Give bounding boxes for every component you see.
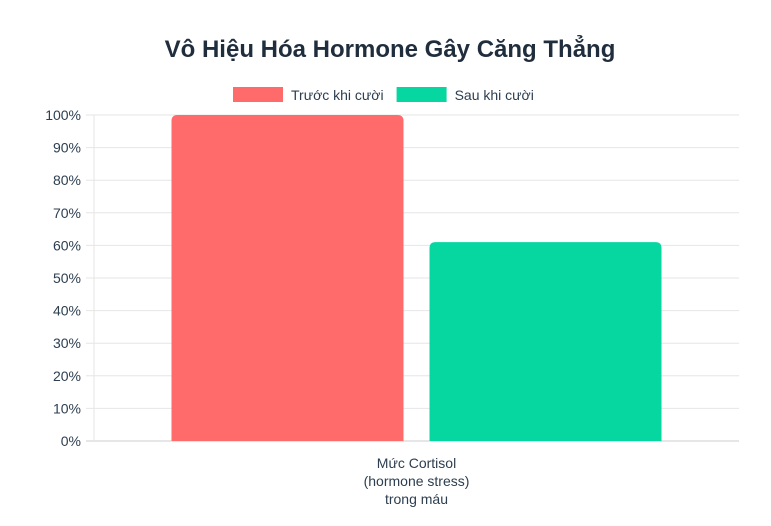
y-tick-label: 80% [53, 172, 81, 188]
legend-swatch [233, 87, 283, 102]
y-tick-label: 40% [53, 303, 81, 319]
legend-label[interactable]: Trước khi cười [291, 87, 384, 103]
bars [171, 115, 662, 441]
y-tick-label: 50% [53, 270, 81, 286]
legend-swatch [396, 87, 447, 102]
y-tick-label: 20% [53, 368, 81, 384]
x-tick-label: Mức Cortisol [377, 455, 456, 471]
y-tick-label: 30% [53, 335, 81, 351]
x-axis-labels: Mức Cortisol (hormone stress) trong máu [364, 455, 470, 507]
y-tick-label: 70% [53, 205, 81, 221]
bar-1 [429, 242, 662, 441]
x-tick-label: trong máu [385, 491, 448, 507]
y-tick-label: 0% [61, 433, 81, 449]
legend-label[interactable]: Sau khi cười [455, 87, 534, 103]
x-tick-label: (hormone stress) [364, 473, 470, 489]
y-tick-label: 100% [45, 107, 81, 123]
chart-title: Vô Hiệu Hóa Hormone Gây Căng Thẳng [165, 34, 616, 63]
y-tick-label: 90% [53, 140, 81, 156]
legend: Trước khi cười Sau khi cười [233, 87, 534, 103]
bar-0 [171, 115, 404, 441]
y-tick-label: 60% [53, 237, 81, 253]
y-tick-label: 10% [53, 400, 81, 416]
